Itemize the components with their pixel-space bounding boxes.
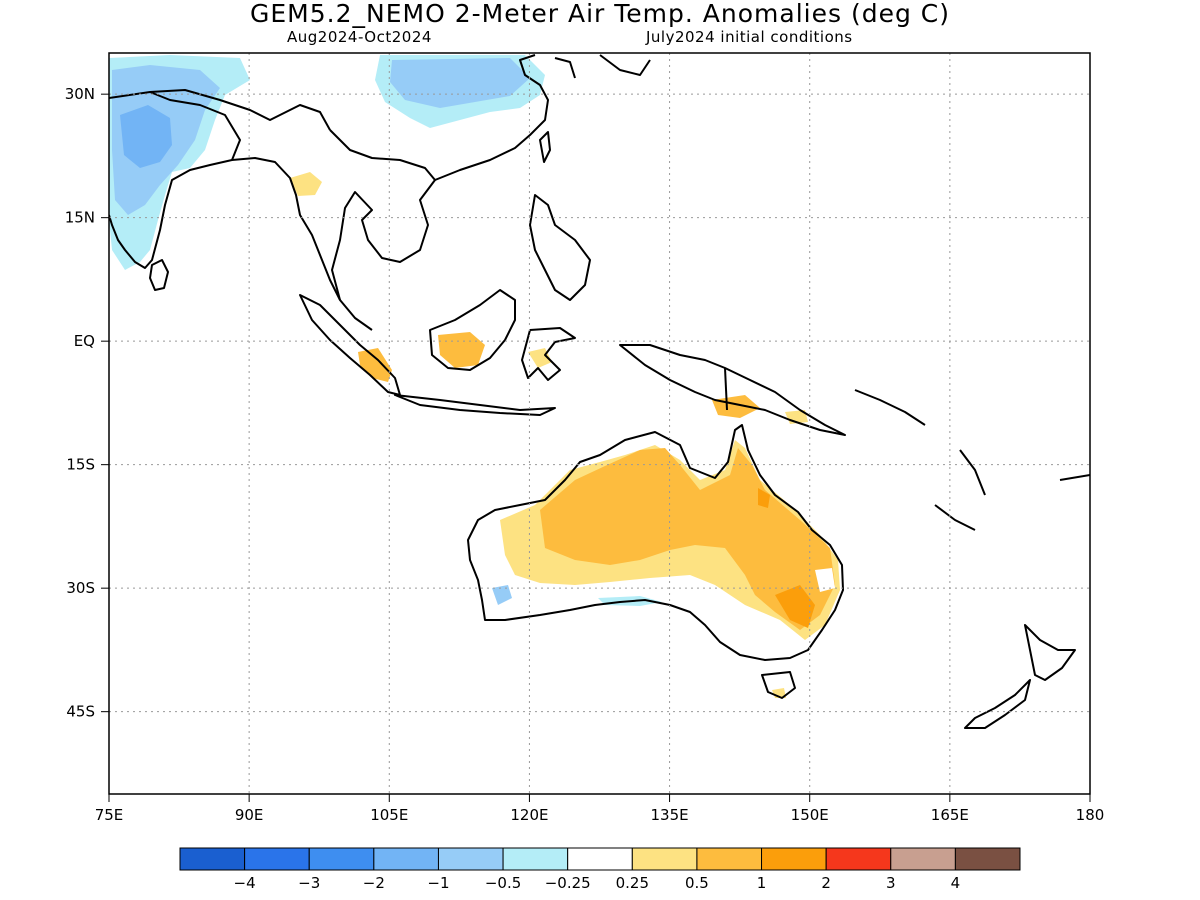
map-frame <box>108 52 1091 795</box>
colorbar-label: −0.5 <box>485 874 521 892</box>
warm-anomaly-myanmar <box>290 172 322 196</box>
anomaly-shading <box>109 55 840 698</box>
warm-anomaly-borneo <box>438 332 485 368</box>
lon-label: 180 <box>1076 806 1105 824</box>
coast-java <box>394 394 556 416</box>
coast-indochina <box>329 129 436 331</box>
lat-label: 45S <box>66 703 95 721</box>
lat-label: EQ <box>74 332 95 350</box>
lon-label: 150E <box>791 806 829 824</box>
lon-label: 120E <box>510 806 548 824</box>
colorbar-swatch <box>567 847 633 871</box>
colorbar-swatch <box>890 847 956 871</box>
colorbar-label: 0.25 <box>616 874 649 892</box>
colorbar-label: −1 <box>427 874 449 892</box>
coast-bay-of-bengal <box>231 157 341 301</box>
coast-sulawesi <box>521 327 576 381</box>
lat-label: 30S <box>66 579 95 597</box>
warm-anomaly-sumatra <box>358 348 392 382</box>
coast-png-border <box>724 367 728 411</box>
colorbar-labels: −4 −3 −2 −1 −0.5 −0.25 0.25 0.5 1 2 3 4 <box>234 874 961 892</box>
lat-label: 30N <box>65 85 95 103</box>
colorbar-label: 4 <box>951 874 961 892</box>
coast-vanuatu-fiji <box>934 449 1090 531</box>
colorbar-swatch <box>373 847 439 871</box>
initial-conditions: July2024 initial conditions <box>646 28 853 46</box>
lon-label: 105E <box>370 806 408 824</box>
longitude-labels: 75E 90E 105E 120E 135E 150E 165E 180 <box>95 794 1105 824</box>
colorbar-swatch <box>825 847 892 871</box>
cool-anomaly-india-strong <box>120 105 172 168</box>
coast-new-zealand-north <box>1024 624 1076 681</box>
coast-new-zealand-south <box>964 679 1031 729</box>
colorbar-label: −2 <box>363 874 385 892</box>
colorbar-label: 1 <box>757 874 767 892</box>
colorbar-label: −0.25 <box>545 874 591 892</box>
lon-label: 165E <box>931 806 969 824</box>
lon-label: 135E <box>651 806 689 824</box>
graticule <box>109 53 1090 794</box>
colorbar-swatch <box>179 847 246 871</box>
coast-philippines <box>529 194 591 301</box>
colorbar-label: 0.5 <box>685 874 709 892</box>
colorbar-label: −4 <box>234 874 256 892</box>
cool-anomaly-china-core <box>390 58 530 108</box>
colorbar-label: 2 <box>821 874 831 892</box>
coast-australia <box>467 424 844 661</box>
warm-anomaly-nsw <box>775 585 815 628</box>
neutral-spot-east-australia <box>815 568 835 592</box>
warm-anomaly-australia-strong <box>758 488 770 508</box>
colorbar-swatch <box>437 847 504 871</box>
colorbar <box>179 847 1021 871</box>
lat-label: 15N <box>65 209 95 227</box>
colorbar-swatch <box>244 847 310 871</box>
colorbar-swatch <box>308 847 375 871</box>
colorbar-swatch <box>631 847 698 871</box>
coast-himalaya-border <box>149 89 331 131</box>
coast-solomon-islands <box>854 389 926 426</box>
cool-anomaly-sw-australia <box>492 585 512 605</box>
coast-borneo <box>429 289 516 371</box>
colorbar-swatch <box>761 847 827 871</box>
lat-label: 15S <box>66 456 95 474</box>
coastlines <box>109 54 1090 729</box>
coast-taiwan <box>539 131 551 163</box>
lon-label: 75E <box>95 806 124 824</box>
colorbar-swatch <box>502 847 569 871</box>
coast-india <box>109 91 241 269</box>
coast-korea-japan <box>554 54 651 79</box>
forecast-period: Aug2024-Oct2024 <box>287 28 432 46</box>
warm-anomaly-new-guinea <box>712 395 760 418</box>
colorbar-swatch <box>954 847 1021 871</box>
coast-tasmania <box>761 671 796 699</box>
map-title: GEM5.2_NEMO 2-Meter Air Temp. Anomalies … <box>250 0 950 28</box>
coast-china <box>434 54 549 181</box>
coast-new-guinea <box>619 344 846 436</box>
colorbar-label: −3 <box>298 874 320 892</box>
colorbar-swatch <box>696 847 763 871</box>
latitude-labels: 30N 15N EQ 15S 30S 45S <box>65 85 109 721</box>
lon-label: 90E <box>235 806 264 824</box>
colorbar-label: 3 <box>886 874 896 892</box>
coast-sri-lanka <box>149 259 169 291</box>
